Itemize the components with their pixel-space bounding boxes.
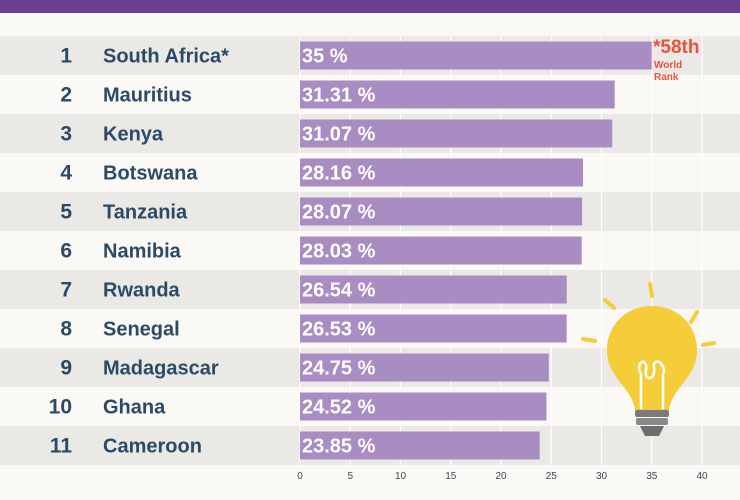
- x-tick-label: 0: [297, 471, 303, 482]
- x-axis-ticks: 0 5 10 15 20 25 30 35 40: [297, 471, 708, 482]
- chart-row: 9 Madagascar 24.75 %: [60, 353, 549, 382]
- bar-value-label: 24.52 %: [302, 397, 376, 419]
- x-tick-label: 5: [347, 471, 353, 482]
- bar-value-label: 31.07 %: [302, 124, 376, 146]
- bar-value-label: 28.07 %: [302, 202, 376, 224]
- x-tick-label: 15: [445, 471, 457, 482]
- bar: [300, 353, 549, 382]
- bar-value-label: 24.75 %: [302, 358, 376, 380]
- chart-rows: 1 South Africa* 35 % 2 Mauritius 31.31 % 3 Keny…: [49, 41, 652, 460]
- x-tick-label: 40: [696, 471, 708, 482]
- country-label: Senegal: [103, 319, 180, 341]
- chart-row: 6 Namibia 28.03 %: [60, 236, 582, 265]
- rank-label: 1: [60, 45, 72, 68]
- bar-value-label: 26.54 %: [302, 280, 376, 302]
- bar: [300, 431, 540, 460]
- bar-value-label: 28.16 %: [302, 163, 376, 185]
- chart-row: 3 Kenya 31.07 %: [60, 119, 613, 148]
- rank-label: 6: [60, 240, 72, 263]
- country-label: Tanzania: [103, 202, 188, 224]
- world-rank-headline: *58th: [653, 37, 699, 58]
- lightbulb-icon: [581, 282, 716, 436]
- chart-row: 4 Botswana 28.16 %: [60, 158, 584, 187]
- x-tick-label: 10: [395, 471, 407, 482]
- chart-row: 5 Tanzania 28.07 %: [60, 197, 583, 226]
- country-label: South Africa*: [103, 46, 229, 68]
- bar: [300, 236, 582, 265]
- country-label: Mauritius: [103, 85, 192, 107]
- bar: [300, 80, 615, 109]
- chart-row: 1 South Africa* 35 %: [60, 41, 652, 70]
- bar: [300, 197, 583, 226]
- chart-row: 10 Ghana 24.52 %: [49, 392, 547, 421]
- world-rank-line2: Rank: [654, 72, 679, 83]
- bar: [300, 314, 567, 343]
- rank-label: 7: [60, 279, 72, 302]
- bar-value-label: 28.03 %: [302, 241, 376, 263]
- bar: [300, 119, 613, 148]
- header-bar: [0, 0, 740, 13]
- chart-row: 7 Rwanda 26.54 %: [60, 275, 567, 304]
- rank-label: 10: [49, 396, 72, 419]
- rank-label: 4: [60, 162, 72, 185]
- rank-label: 5: [60, 201, 72, 224]
- bar: [300, 275, 567, 304]
- country-label: Kenya: [103, 124, 164, 146]
- rank-label: 2: [60, 84, 72, 107]
- country-label: Ghana: [103, 397, 166, 419]
- country-label: Rwanda: [103, 280, 181, 302]
- chart-row: 8 Senegal 26.53 %: [60, 314, 567, 343]
- country-label: Namibia: [103, 241, 182, 263]
- x-tick-label: 25: [546, 471, 558, 482]
- bar-value-label: 35 %: [302, 46, 348, 68]
- chart-row: 11 Cameroon 23.85 %: [50, 431, 540, 460]
- world-rank-line1: World: [654, 60, 682, 71]
- bar: [300, 158, 584, 187]
- country-label: Botswana: [103, 163, 198, 185]
- rank-label: 3: [60, 123, 72, 146]
- x-tick-label: 20: [495, 471, 507, 482]
- rank-label: 11: [50, 435, 73, 458]
- rank-label: 9: [60, 357, 72, 380]
- country-label: Cameroon: [103, 436, 202, 458]
- world-rank-note: *58th World Rank: [653, 37, 699, 83]
- bar: [300, 392, 547, 421]
- chart-row: 2 Mauritius 31.31 %: [60, 80, 615, 109]
- bar-value-label: 23.85 %: [302, 436, 376, 458]
- x-tick-label: 30: [596, 471, 608, 482]
- bar-value-label: 31.31 %: [302, 85, 376, 107]
- x-tick-label: 35: [646, 471, 658, 482]
- rank-label: 8: [60, 318, 72, 341]
- country-label: Madagascar: [103, 358, 219, 380]
- bar: [300, 41, 652, 70]
- bar-value-label: 26.53 %: [302, 319, 376, 341]
